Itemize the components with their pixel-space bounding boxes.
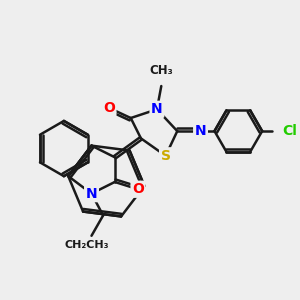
Text: N: N (195, 124, 206, 138)
Text: CH₃: CH₃ (149, 64, 173, 77)
Text: Cl: Cl (283, 124, 297, 138)
Text: N: N (86, 187, 97, 201)
Text: O: O (103, 101, 115, 115)
Text: O: O (132, 182, 144, 196)
Text: N: N (151, 102, 163, 116)
Text: CH₂CH₃: CH₂CH₃ (65, 240, 110, 250)
Text: S: S (160, 149, 171, 163)
